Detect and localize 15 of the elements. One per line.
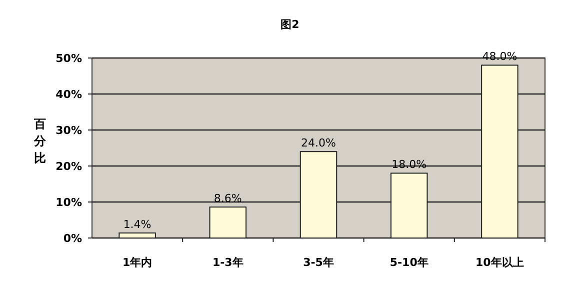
x-tick-label: 3-5年 xyxy=(303,256,334,269)
x-tick-label: 5-10年 xyxy=(390,256,428,269)
y-tick-label: 50% xyxy=(56,52,82,65)
y-tick-label: 40% xyxy=(56,88,82,101)
x-tick-label: 1-3年 xyxy=(212,256,244,269)
y-tick-label: 0% xyxy=(63,232,82,245)
data-label: 24.0% xyxy=(301,136,336,150)
y-axis-title: 百分比 xyxy=(33,117,47,165)
y-tick-label: 20% xyxy=(56,160,82,173)
y-tick-label: 10% xyxy=(56,196,82,209)
data-label: 1.4% xyxy=(123,218,152,231)
x-tick-label: 10年以上 xyxy=(476,256,524,269)
x-tick-label: 1年内 xyxy=(122,256,152,269)
chart-title: 图2 xyxy=(280,18,300,31)
y-tick-label: 30% xyxy=(56,124,82,137)
